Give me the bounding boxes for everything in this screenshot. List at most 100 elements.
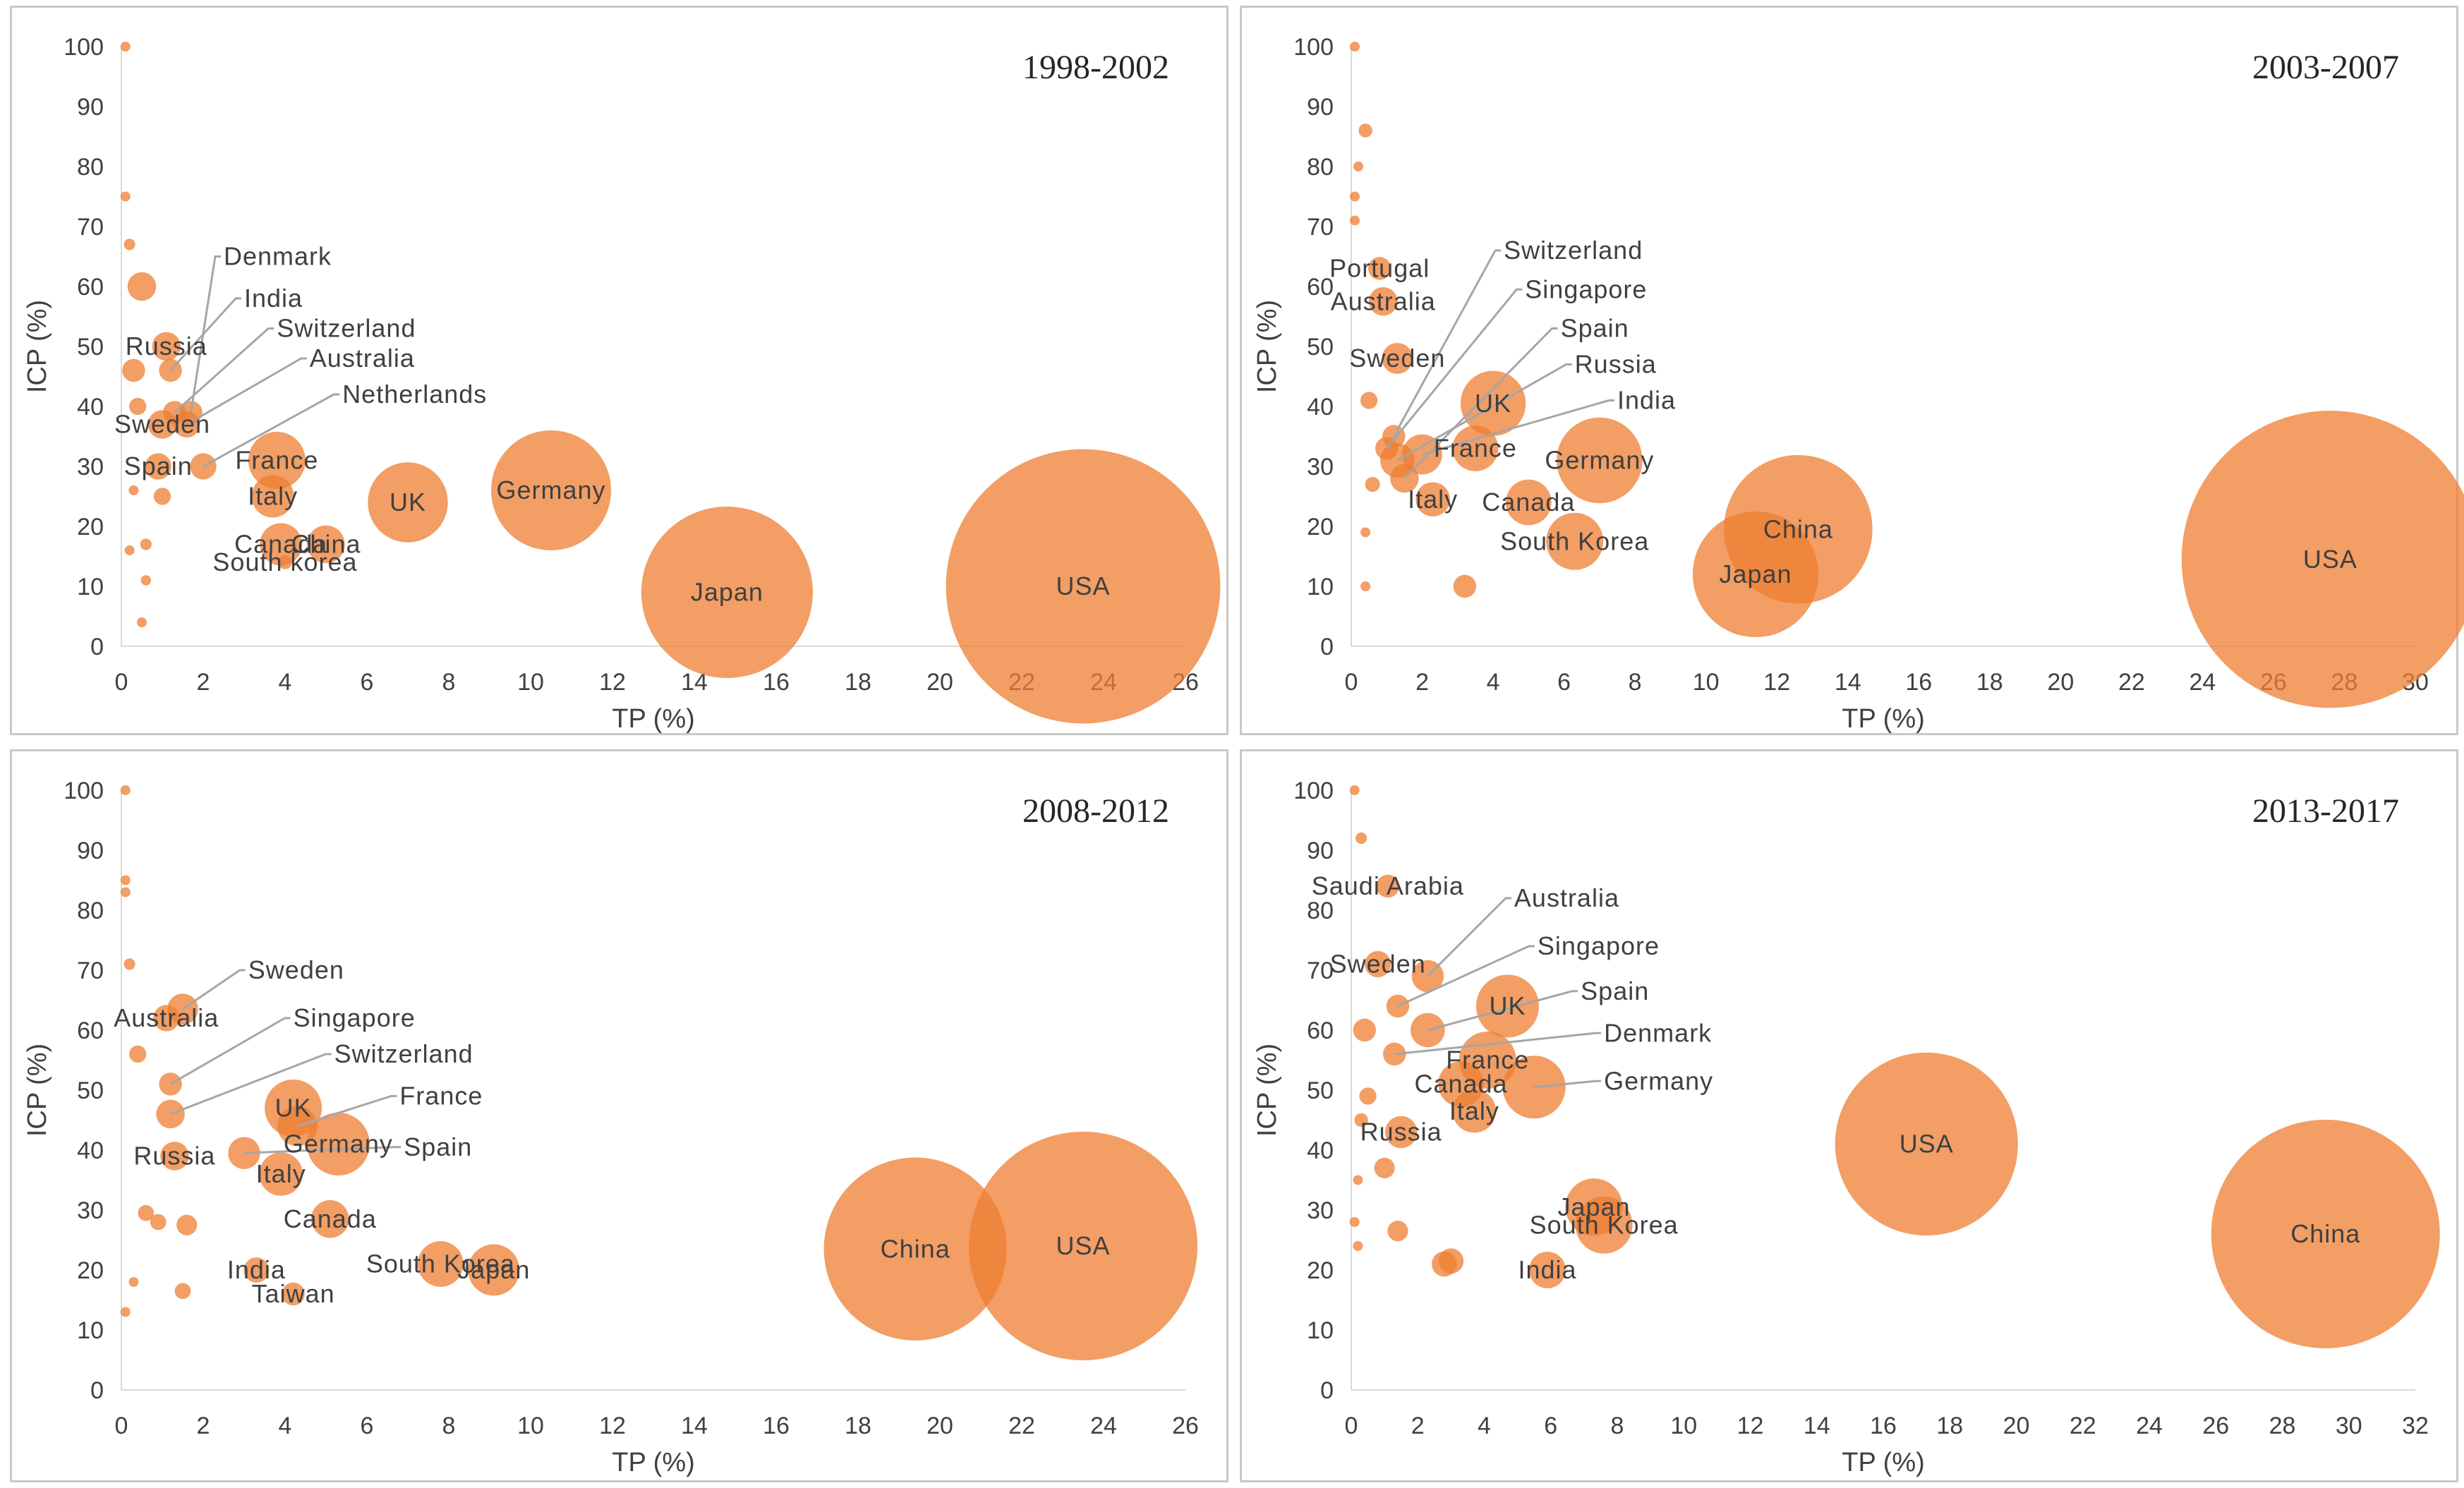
bubble — [1350, 215, 1360, 226]
leader-line-australia — [186, 357, 307, 425]
bubble-russia — [160, 1142, 189, 1171]
bubble — [1374, 1157, 1395, 1179]
bubble-spain — [145, 453, 171, 480]
x-tick-label: 18 — [845, 1413, 871, 1439]
y-tick-label: 50 — [1307, 1077, 1334, 1104]
point-label-uk: UK — [275, 1094, 312, 1123]
x-tick-label: 22 — [2118, 669, 2145, 696]
x-tick-label: 28 — [2269, 1413, 2296, 1439]
x-tick-label: 16 — [763, 1413, 790, 1439]
point-label-china: China — [291, 530, 361, 559]
x-tick-label: 10 — [1670, 1413, 1697, 1439]
bubble — [1360, 527, 1371, 538]
y-tick-label: 0 — [90, 1377, 104, 1404]
point-label-australia: Australia — [310, 344, 415, 373]
y-tick-label: 10 — [1307, 1317, 1334, 1344]
y-tick-label: 80 — [1307, 897, 1334, 924]
y-tick-label: 70 — [1307, 957, 1334, 984]
bubble — [120, 887, 131, 897]
bubble-russia — [1385, 1115, 1418, 1149]
leader-line-singapore — [1386, 288, 1523, 449]
bubble — [1354, 1113, 1368, 1127]
point-label-japan: Japan — [1719, 559, 1792, 588]
period-title: 1998-2002 — [1022, 49, 1169, 86]
leader-line-india — [169, 297, 241, 372]
bubble — [1360, 581, 1371, 591]
point-label-italy: Italy — [1449, 1096, 1499, 1125]
y-tick-label: 50 — [77, 334, 104, 361]
y-tick-label: 90 — [1307, 94, 1334, 121]
point-label-singapore: Singapore — [1538, 931, 1660, 960]
x-tick-label: 2 — [1415, 669, 1429, 696]
y-axis-label: ICP (%) — [23, 1044, 52, 1137]
period-title: 2013-2017 — [2252, 792, 2399, 830]
x-tick-label: 20 — [926, 1413, 953, 1439]
point-label-india: India — [227, 1255, 286, 1284]
bubble — [1349, 1217, 1360, 1227]
point-label-italy: Italy — [256, 1159, 306, 1188]
point-label-denmark: Denmark — [224, 242, 332, 271]
leader-line-spain — [243, 1146, 401, 1154]
x-tick-label: 10 — [517, 669, 544, 696]
bubble — [140, 538, 152, 550]
point-label-france: France — [235, 446, 318, 475]
leader-line-netherlands — [203, 393, 340, 468]
x-tick-label: 18 — [1976, 669, 2003, 696]
y-tick-label: 90 — [1307, 837, 1334, 864]
bubble — [1360, 392, 1378, 409]
y-tick-label: 30 — [1307, 454, 1334, 480]
y-tick-label: 20 — [77, 514, 104, 540]
x-tick-label: 8 — [1611, 1413, 1624, 1439]
x-tick-label: 18 — [845, 669, 871, 696]
bubble — [123, 958, 135, 970]
bubble-spain — [1411, 1012, 1445, 1048]
point-label-netherlands: Netherlands — [342, 380, 487, 409]
bubble — [120, 42, 131, 52]
bubble-saudi-arabia — [1376, 874, 1400, 898]
point-label-italy: Italy — [1408, 485, 1458, 514]
point-label-south-korea: South Korea — [366, 1250, 515, 1278]
bubble-china — [307, 525, 345, 564]
x-tick-label: 4 — [279, 669, 292, 696]
x-tick-label: 2 — [1411, 1413, 1425, 1439]
point-label-switzerland: Switzerland — [277, 314, 416, 343]
point-label-france: France — [1446, 1046, 1529, 1075]
point-label-china: China — [1763, 514, 1833, 543]
bubble — [138, 1204, 155, 1221]
leader-line-india — [1422, 399, 1614, 456]
point-label-south-korea: South Korea — [1530, 1210, 1679, 1239]
period-title: 2008-2012 — [1022, 792, 1169, 830]
bubble-japan — [641, 507, 813, 678]
bubble-usa — [2181, 411, 2464, 708]
bubble — [1349, 785, 1360, 795]
x-tick-label: 22 — [1008, 1413, 1035, 1439]
bubble — [1438, 1248, 1464, 1274]
leader-line-singapore — [1397, 945, 1535, 1008]
bubble — [1359, 1087, 1377, 1105]
y-tick-label: 50 — [77, 1077, 104, 1104]
point-label-canada: Canada — [1482, 488, 1575, 516]
x-tick-label: 12 — [1763, 669, 1790, 696]
bubble — [140, 575, 152, 586]
point-label-japan: Japan — [691, 578, 763, 607]
bubble-france — [1452, 425, 1499, 471]
period-title: 2003-2007 — [2252, 49, 2399, 86]
y-tick-label: 90 — [77, 837, 104, 864]
x-tick-label: 6 — [1544, 1413, 1557, 1439]
point-label-india: India — [1617, 386, 1676, 415]
y-tick-label: 10 — [77, 574, 104, 600]
x-tick-label: 0 — [115, 669, 128, 696]
bubble — [124, 545, 135, 555]
x-axis-label: TP (%) — [612, 704, 695, 734]
x-tick-label: 20 — [2047, 669, 2074, 696]
y-tick-label: 50 — [1307, 334, 1334, 361]
point-label-russia: Russia — [126, 332, 207, 361]
point-label-singapore: Singapore — [1525, 274, 1647, 303]
x-tick-label: 0 — [1345, 669, 1358, 696]
bubble-india — [1529, 1252, 1566, 1288]
x-tick-label: 6 — [361, 1413, 374, 1439]
bubble — [150, 1214, 167, 1230]
x-tick-label: 16 — [1905, 669, 1932, 696]
y-tick-label: 60 — [77, 1017, 104, 1044]
